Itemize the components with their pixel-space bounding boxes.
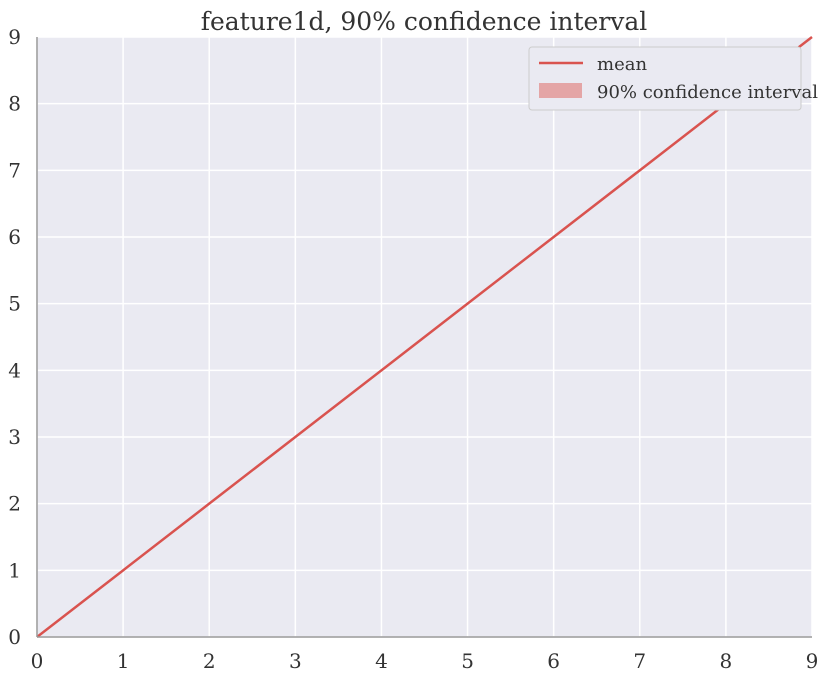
x-tick-label: 4: [375, 649, 388, 673]
y-tick-label: 2: [8, 492, 21, 516]
y-tick-label: 9: [8, 25, 21, 49]
y-tick-label: 1: [8, 558, 21, 582]
legend: mean 90% confidence interval: [528, 46, 818, 111]
mean-line: [36, 36, 813, 638]
series-layer: [36, 36, 813, 638]
y-tick-label: 5: [8, 292, 21, 316]
chart-title: feature1d, 90% confidence interval: [201, 7, 648, 36]
x-tick-label: 5: [461, 649, 474, 673]
legend-mean-label: mean: [597, 54, 647, 75]
x-tick-label: 9: [806, 649, 819, 673]
axes: [36, 37, 812, 638]
x-tick-label: 3: [289, 649, 302, 673]
legend-box: [528, 46, 802, 111]
legend-band-label: 90% confidence interval: [597, 82, 818, 103]
y-tick-label: 3: [8, 425, 21, 449]
x-tick-label: 2: [203, 649, 216, 673]
y-tick-label: 4: [8, 358, 21, 382]
y-tick-label: 8: [8, 92, 21, 116]
x-tick-label: 6: [547, 649, 560, 673]
x-tick-label: 7: [633, 649, 646, 673]
y-tick-label: 7: [8, 158, 21, 182]
x-ticks: 0 1 2 3 4 5 6 7 8 9: [31, 649, 819, 673]
y-tick-label: 0: [8, 625, 21, 649]
x-tick-label: 0: [31, 649, 44, 673]
y-tick-label: 6: [8, 225, 21, 249]
x-tick-label: 1: [117, 649, 130, 673]
legend-band-swatch: [539, 83, 582, 98]
x-tick-label: 8: [720, 649, 733, 673]
y-ticks: 0 1 2 3 4 5 6 7 8 9: [8, 25, 21, 649]
